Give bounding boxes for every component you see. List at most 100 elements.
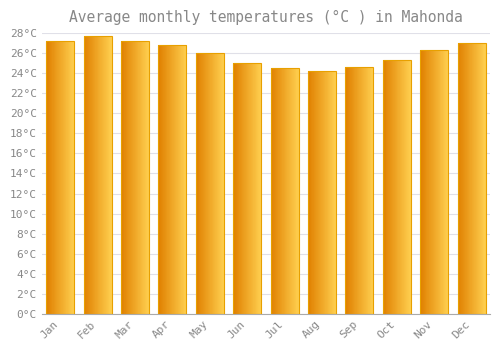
Bar (171, 45, 172, 314)
Bar (397, 60, 398, 314)
Bar (65, 41, 66, 314)
Bar (485, 43, 486, 314)
Bar (172, 45, 173, 314)
Bar (202, 53, 203, 314)
Bar (292, 68, 293, 314)
Bar (239, 63, 240, 314)
Bar (458, 43, 485, 314)
Bar (391, 60, 392, 314)
Bar (355, 67, 356, 314)
Bar (404, 60, 406, 314)
Bar (317, 71, 318, 314)
Bar (330, 71, 331, 314)
Bar (53, 41, 54, 314)
Bar (284, 68, 285, 314)
Bar (130, 41, 131, 314)
Bar (108, 36, 109, 314)
Bar (356, 67, 357, 314)
Bar (352, 67, 354, 314)
Bar (47, 41, 48, 314)
Bar (396, 60, 397, 314)
Bar (422, 50, 423, 314)
Bar (132, 41, 133, 314)
Bar (67, 41, 68, 314)
Bar (459, 43, 460, 314)
Bar (474, 43, 475, 314)
Bar (182, 45, 183, 314)
Bar (167, 45, 168, 314)
Bar (383, 60, 384, 314)
Bar (99, 36, 100, 314)
Bar (121, 41, 122, 314)
Bar (205, 53, 206, 314)
Bar (96, 36, 97, 314)
Bar (59, 41, 60, 314)
Bar (425, 50, 426, 314)
Bar (200, 53, 201, 314)
Bar (260, 63, 262, 314)
Bar (308, 71, 336, 314)
Bar (50, 41, 51, 314)
Bar (250, 63, 251, 314)
Bar (185, 45, 186, 314)
Bar (70, 41, 71, 314)
Bar (353, 67, 354, 314)
Bar (467, 43, 468, 314)
Bar (364, 67, 365, 314)
Bar (86, 36, 87, 314)
Bar (97, 36, 98, 314)
Bar (138, 41, 139, 314)
Bar (126, 41, 127, 314)
Bar (423, 50, 424, 314)
Bar (386, 60, 388, 314)
Bar (211, 53, 212, 314)
Bar (440, 50, 441, 314)
Bar (443, 50, 444, 314)
Bar (271, 68, 272, 314)
Bar (50, 41, 51, 314)
Bar (146, 41, 147, 314)
Bar (128, 41, 129, 314)
Bar (402, 60, 403, 314)
Bar (446, 50, 447, 314)
Bar (174, 45, 176, 314)
Bar (294, 68, 295, 314)
Bar (482, 43, 483, 314)
Bar (235, 63, 236, 314)
Bar (435, 50, 436, 314)
Bar (460, 43, 461, 314)
Bar (388, 60, 389, 314)
Bar (208, 53, 210, 314)
Bar (478, 43, 479, 314)
Bar (280, 68, 281, 314)
Bar (436, 50, 437, 314)
Bar (257, 63, 258, 314)
Bar (214, 53, 215, 314)
Bar (162, 45, 163, 314)
Bar (429, 50, 430, 314)
Bar (373, 67, 374, 314)
Bar (165, 45, 166, 314)
Bar (426, 50, 427, 314)
Bar (288, 68, 289, 314)
Bar (479, 43, 480, 314)
Bar (472, 43, 474, 314)
Bar (398, 60, 399, 314)
Bar (238, 63, 239, 314)
Bar (125, 41, 126, 314)
Bar (245, 63, 246, 314)
Bar (327, 71, 328, 314)
Bar (275, 68, 276, 314)
Bar (219, 53, 220, 314)
Bar (384, 60, 385, 314)
Bar (464, 43, 465, 314)
Bar (88, 36, 90, 314)
Bar (469, 43, 470, 314)
Bar (207, 53, 208, 314)
Bar (360, 67, 361, 314)
Bar (361, 67, 362, 314)
Bar (135, 41, 136, 314)
Bar (399, 60, 400, 314)
Bar (169, 45, 170, 314)
Bar (158, 45, 159, 314)
